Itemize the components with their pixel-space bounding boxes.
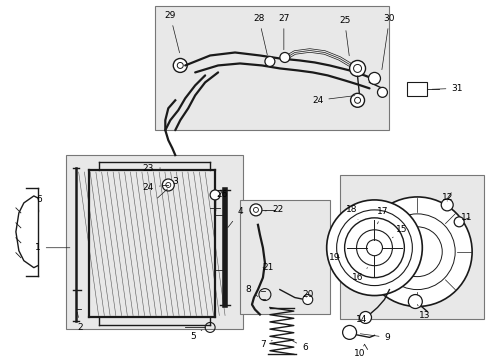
Circle shape — [162, 179, 174, 191]
Text: 7: 7 — [260, 340, 272, 349]
Bar — [407, 82, 427, 96]
Circle shape — [368, 72, 380, 84]
Text: 23: 23 — [142, 163, 160, 172]
Text: 22: 22 — [264, 206, 283, 215]
Circle shape — [279, 53, 289, 62]
Circle shape — [392, 227, 441, 276]
Circle shape — [350, 93, 364, 107]
Text: 29: 29 — [164, 11, 179, 53]
Text: 18: 18 — [345, 206, 357, 220]
Bar — [240, 200, 329, 315]
Circle shape — [349, 60, 365, 76]
Circle shape — [173, 58, 187, 72]
Circle shape — [440, 199, 452, 211]
Text: 31: 31 — [431, 84, 462, 93]
Text: 4: 4 — [227, 207, 243, 228]
Circle shape — [302, 294, 312, 305]
Text: 28: 28 — [253, 14, 267, 55]
Text: 17: 17 — [376, 207, 387, 224]
Bar — [155, 6, 388, 130]
Circle shape — [377, 87, 386, 97]
Text: 25: 25 — [338, 16, 349, 56]
Text: 24: 24 — [142, 184, 160, 193]
Circle shape — [264, 57, 274, 67]
Circle shape — [210, 190, 220, 200]
Text: 21: 21 — [262, 263, 273, 272]
Text: 6: 6 — [36, 195, 41, 212]
Text: 26: 26 — [216, 190, 227, 199]
Circle shape — [366, 240, 382, 256]
Text: 6: 6 — [292, 341, 307, 352]
Bar — [339, 175, 483, 319]
Text: 30: 30 — [381, 14, 394, 70]
Text: 2: 2 — [77, 312, 83, 332]
Circle shape — [249, 204, 262, 216]
Text: 24: 24 — [311, 96, 354, 105]
Text: 16: 16 — [351, 268, 367, 282]
Text: 19: 19 — [328, 253, 340, 262]
Circle shape — [362, 197, 471, 306]
Text: 20: 20 — [302, 290, 313, 299]
Bar — [65, 155, 243, 329]
Circle shape — [359, 311, 371, 323]
Text: 8: 8 — [244, 285, 258, 297]
Circle shape — [342, 325, 356, 339]
Text: 10: 10 — [353, 345, 365, 358]
Text: 12: 12 — [441, 193, 452, 202]
Circle shape — [356, 230, 392, 266]
Circle shape — [336, 210, 411, 285]
Circle shape — [326, 200, 422, 296]
Circle shape — [379, 214, 454, 289]
Circle shape — [453, 217, 463, 227]
Circle shape — [344, 218, 404, 278]
Circle shape — [407, 294, 422, 309]
Text: 14: 14 — [355, 315, 366, 324]
Text: 15: 15 — [392, 225, 407, 238]
Text: 13: 13 — [416, 305, 429, 320]
Text: 3: 3 — [157, 177, 178, 198]
Text: 27: 27 — [278, 14, 289, 50]
Text: 5: 5 — [190, 330, 202, 341]
Text: 1: 1 — [35, 243, 70, 252]
Text: 9: 9 — [360, 333, 389, 342]
Text: 11: 11 — [461, 213, 472, 222]
